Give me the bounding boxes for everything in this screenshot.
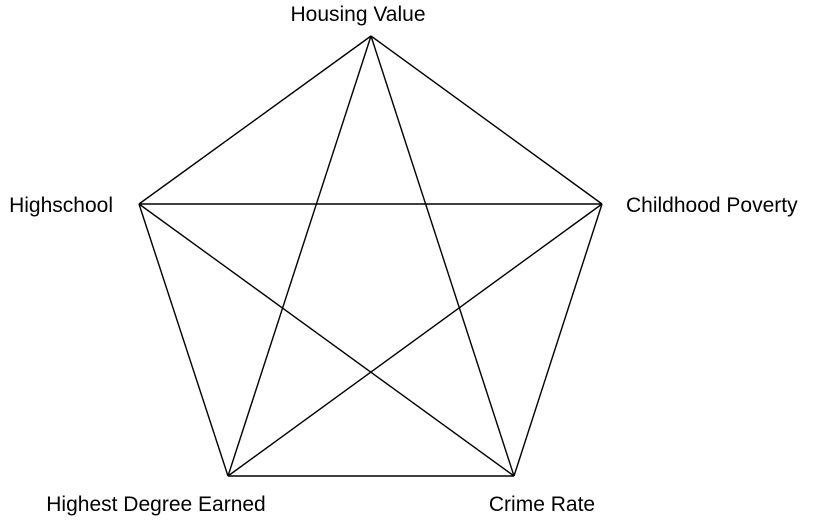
label-highest-degree-earned: Highest Degree Earned xyxy=(46,493,265,516)
edge-housing-poverty xyxy=(370,35,603,205)
edge-highschool-housing xyxy=(138,35,372,205)
edge-crime-highschool xyxy=(138,203,515,477)
edge-poverty-crime xyxy=(513,203,603,477)
edge-housing-crime xyxy=(370,35,515,477)
edge-degree-highschool xyxy=(138,203,229,477)
label-childhood-poverty: Childhood Poverty xyxy=(626,194,798,217)
label-crime-rate: Crime Rate xyxy=(489,493,595,516)
edges xyxy=(138,35,603,477)
edge-poverty-degree xyxy=(227,203,603,477)
node-labels: Housing Value Childhood Poverty Crime Ra… xyxy=(9,3,798,516)
edge-housing-degree xyxy=(227,35,372,477)
label-housing-value: Housing Value xyxy=(290,3,425,26)
label-highschool: Highschool xyxy=(9,194,113,217)
